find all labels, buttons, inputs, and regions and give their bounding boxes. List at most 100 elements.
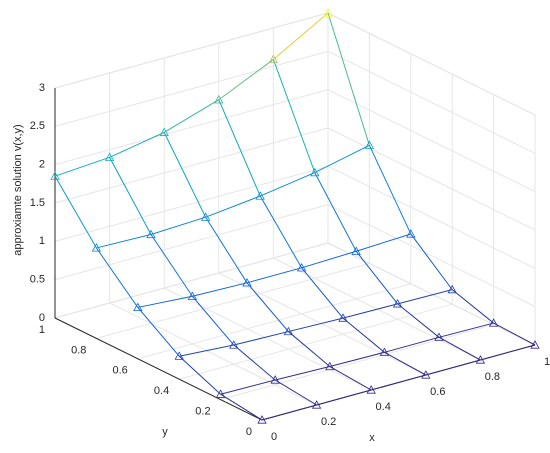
mesh-line [355,250,398,305]
mesh-line [329,351,385,368]
surface-marker [257,415,267,424]
x-tick-label: 0.8 [485,371,500,383]
mesh-line [438,336,481,361]
y-tick-label: 0.2 [195,406,210,418]
mesh-line [493,322,536,346]
mesh-line [397,303,440,338]
grid-line [54,12,329,89]
x-tick-label: 0.2 [321,416,336,428]
surface-marker [379,347,390,356]
grid-line [327,204,536,308]
surface-marker [392,299,403,308]
mesh-line [273,12,329,60]
surface-marker [530,340,540,349]
mesh-line [274,379,317,406]
surface-marker [338,313,348,322]
mesh-line [261,404,317,421]
grid-line [220,324,494,401]
y-tick-label: 0 [246,426,252,438]
mesh-line [259,195,303,269]
mesh-line [246,282,289,332]
x-tick-label: 0.4 [376,401,391,413]
mesh-line [233,344,276,381]
mesh-line [246,267,302,284]
mesh-line [109,131,165,158]
mesh-line [220,393,263,421]
surface-marker [200,212,211,221]
surface-marker [488,318,499,327]
mesh-line [205,195,261,218]
surface-marker [447,284,457,294]
mesh-line [314,144,370,174]
mesh-line [96,233,152,249]
surface-marker [283,326,294,336]
y-tick-label: 0.6 [113,365,128,377]
mesh-line [342,303,398,319]
y-axis-label: y [162,426,168,438]
mesh-line [150,216,206,235]
surface-marker [310,167,320,177]
grid-line [327,127,536,231]
surface-marker [255,191,265,200]
x-tick-label: 0 [271,431,277,443]
mesh-line [410,233,453,290]
mesh-line [150,234,193,297]
grid-line [96,262,370,339]
mesh-line [163,132,207,218]
y-tick-label: 1 [39,324,45,336]
mesh-line [218,59,274,101]
mesh-line [137,295,193,308]
surface-marker [323,8,333,17]
mesh-line [342,317,385,353]
grid-line [327,12,536,116]
grid-line [54,242,329,319]
surface-marker [434,332,444,341]
grid-line [54,89,329,166]
mesh-line [451,289,494,324]
surface-marker [146,229,156,239]
mesh-line [368,145,412,235]
grid-line [137,283,411,360]
mesh-line [54,175,97,249]
mesh-line [233,331,289,346]
mesh-line [275,366,330,381]
surface-marker [406,229,416,238]
grid-line [54,50,329,127]
z-tick-label: 2.5 [30,120,45,132]
z-tick-label: 3 [39,82,45,94]
surface-marker [104,152,115,161]
y-tick-label: 0.4 [154,385,169,397]
surface-marker [311,400,322,409]
surface-marker [351,246,361,255]
mesh-line [192,295,235,346]
y-tick-label: 0.8 [71,344,86,356]
x-tick-label: 1 [544,356,550,368]
surface-marker [214,94,224,104]
mesh-line [260,172,315,197]
mesh-line [329,366,372,391]
surface-marker [174,351,184,360]
grid-line [54,165,329,242]
grid-line [54,127,329,204]
grid-line [327,50,536,154]
surface-marker [91,243,102,252]
mesh-line [220,379,276,395]
surface-marker [475,355,486,364]
surface-marker [325,361,335,371]
z-tick-label: 1.5 [30,197,45,209]
mesh-line [218,99,261,197]
grid-line [163,287,372,391]
x-tick-label: 0.6 [430,386,445,398]
surface-marker [133,302,143,312]
mesh-line [327,12,370,146]
mesh-line [301,250,357,269]
mesh-line [272,59,316,173]
mesh-line [95,247,139,308]
mesh-line [397,289,453,305]
mesh-line [288,317,344,333]
z-tick-label: 2 [39,159,45,171]
mesh-line [314,172,357,252]
z-tick-label: 1 [39,235,45,247]
surface-marker [268,54,279,64]
